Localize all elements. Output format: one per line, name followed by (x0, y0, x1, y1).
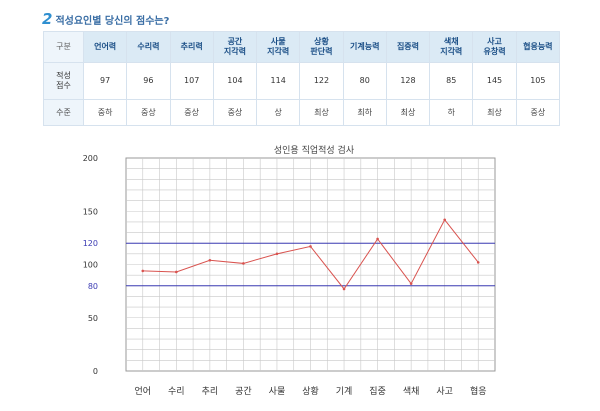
level-cell-4: 상 (256, 99, 301, 126)
level-row-label: 수준 (43, 99, 84, 126)
reference-label-80: 80 (88, 282, 98, 291)
y-tick-label: 100 (83, 261, 98, 270)
x-tick-label: 공간 (235, 386, 252, 397)
score-cell-9: 145 (472, 62, 517, 100)
data-point-협응 (476, 261, 480, 264)
section-title: 2 적성요인별 당신의 점수는? (42, 10, 169, 28)
level-cell-8: 하 (429, 99, 474, 126)
x-tick-label: 색채 (403, 386, 420, 397)
column-header-4: 사물 지각력 (256, 31, 301, 63)
data-point-언어 (141, 269, 145, 273)
score-cell-7: 128 (385, 62, 431, 100)
x-tick-label: 수리 (168, 386, 185, 397)
column-header-7: 집중력 (385, 31, 431, 63)
data-point-추리 (208, 258, 212, 262)
score-cell-1: 96 (126, 62, 171, 100)
y-axis-ticks: 0 50 100 150 200 (83, 154, 98, 376)
column-header-3: 공간 지각력 (212, 31, 258, 63)
score-cell-4: 114 (256, 62, 301, 100)
section-title-text: 적성요인별 당신의 점수는? (55, 16, 170, 27)
x-tick-label: 추리 (202, 386, 219, 397)
data-point-기계 (342, 287, 346, 291)
data-point-상황 (309, 245, 312, 248)
level-cell-0: 중하 (82, 99, 128, 126)
column-header-5: 상황 판단력 (299, 31, 344, 63)
reference-label-120: 120 (83, 239, 98, 248)
column-header-8: 색채 지각력 (429, 31, 474, 63)
table-header-row: 구분 언어력 수리력 추리력 공간 지각력 사물 지각력 상황 판단력 기계능력 집중력 색채 지각력 사… (43, 31, 561, 63)
table-corner-cell: 구분 (43, 31, 84, 63)
x-tick-label: 언어 (134, 385, 151, 397)
level-cell-1: 중상 (126, 99, 171, 126)
x-tick-label: 상황 (302, 386, 319, 397)
x-tick-label: 협응 (470, 385, 487, 397)
column-header-6: 기계능력 (342, 31, 387, 63)
column-header-0: 언어력 (82, 31, 128, 63)
chart-grid (125, 157, 496, 372)
level-cell-9: 최상 (472, 99, 517, 126)
data-point-사물 (275, 252, 279, 256)
table-row-score: 적성 점수 97 96 107 104 114 122 80 128 85 145 105 (43, 62, 561, 100)
y-tick-label: 0 (93, 367, 98, 376)
score-cell-8: 85 (429, 62, 474, 100)
score-cell-6: 80 (342, 62, 387, 100)
chart-title: 성인용 직업적성 검사 (274, 144, 355, 156)
score-cell-5: 122 (299, 62, 344, 100)
level-cell-7: 최상 (385, 99, 431, 126)
score-cell-3: 104 (212, 62, 258, 100)
level-cell-2: 중상 (169, 99, 214, 126)
line-chart: 성인용 직업적성 검사 0 50 100 150 200 120 80 언어 수리 추리 공간 사… (83, 144, 496, 397)
reference-lines: 120 80 (83, 239, 495, 291)
score-table: 구분 언어력 수리력 추리력 공간 지각력 사물 지각력 상황 판단력 기계능력 집중력 색채 지각력 사… (43, 31, 561, 126)
score-cell-10: 105 (515, 62, 561, 100)
data-point-공간 (242, 262, 245, 265)
chart-series (141, 218, 480, 291)
column-header-10: 협응능력 (515, 31, 561, 63)
y-tick-label: 200 (83, 154, 98, 163)
data-point-사고 (443, 218, 446, 222)
table-row-level: 수준 중하 중상 중상 중상 상 최상 최하 최상 하 최상 중상 (43, 99, 561, 126)
y-tick-label: 150 (83, 207, 98, 216)
column-header-9: 사고 유창력 (472, 31, 517, 63)
column-header-1: 수리력 (126, 31, 171, 63)
level-cell-3: 중상 (212, 99, 258, 126)
data-point-수리 (175, 270, 178, 274)
data-point-집중 (376, 237, 379, 241)
level-cell-10: 중상 (515, 99, 561, 126)
column-header-2: 추리력 (169, 31, 214, 63)
x-tick-label: 기계 (336, 385, 353, 397)
score-cell-2: 107 (169, 62, 214, 100)
score-row-label: 적성 점수 (43, 62, 84, 100)
level-cell-5: 최상 (299, 99, 344, 126)
x-tick-label: 사물 (269, 386, 286, 397)
x-tick-label: 집중 (369, 385, 386, 397)
score-cell-0: 97 (82, 62, 128, 100)
data-point-색채 (409, 282, 413, 285)
x-tick-label: 사고 (436, 386, 453, 397)
x-axis-ticks: 언어 수리 추리 공간 사물 상황 기계 집중 색채 사고 협응 (134, 385, 486, 397)
section-number: 2 (42, 10, 53, 28)
level-cell-6: 최하 (342, 99, 387, 126)
y-tick-label: 50 (88, 314, 98, 323)
